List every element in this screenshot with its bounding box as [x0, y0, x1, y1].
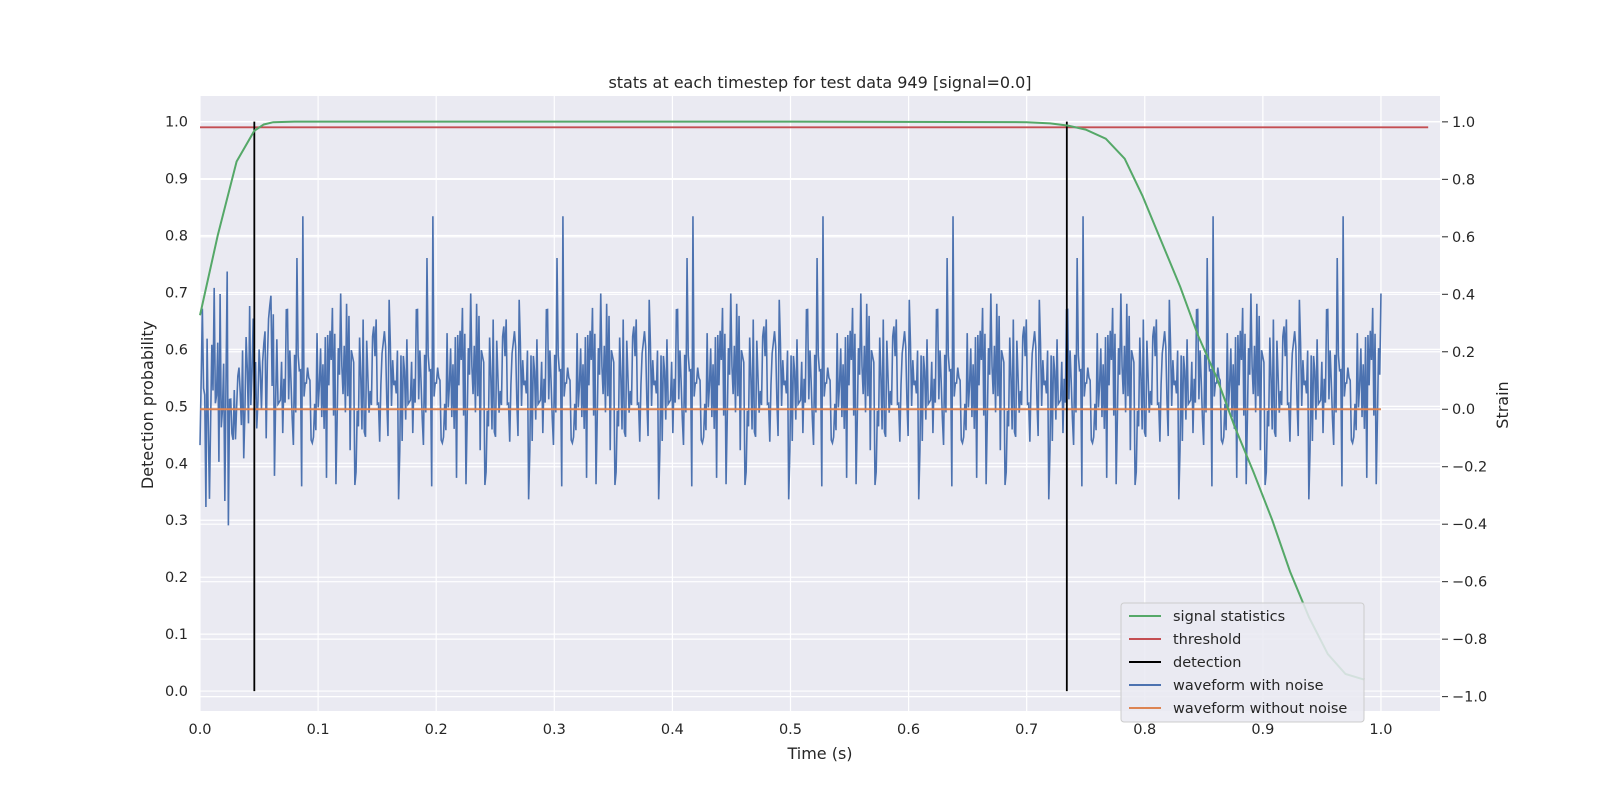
- y-left-tick-label: 0.7: [165, 285, 188, 301]
- x-tick-label: 0.5: [779, 722, 802, 738]
- x-tick-label: 0.4: [661, 722, 684, 738]
- y-left-tick-label: 1.0: [165, 115, 188, 131]
- y-right-tick-label: −0.6: [1452, 575, 1487, 591]
- y-right-tick-label: 0.4: [1452, 287, 1475, 303]
- y-right-tick-label: 0.8: [1452, 172, 1475, 188]
- y-right-tick-label: 0.0: [1452, 402, 1475, 418]
- y-left-tick-label: 0.5: [165, 399, 188, 415]
- y-right-tick-label: 0.2: [1452, 345, 1475, 361]
- legend: signal statistics threshold detection wa…: [1120, 602, 1365, 723]
- series-layer: [199, 120, 1429, 692]
- x-tick-label: 0.1: [307, 722, 330, 738]
- x-tick-label: 0.7: [1015, 722, 1038, 738]
- y-left-tick-label: 0.1: [165, 627, 188, 643]
- x-axis-label: Time (s): [786, 744, 852, 763]
- x-tick-label: 0.0: [188, 722, 211, 738]
- y-right-tick-label: −0.4: [1452, 517, 1487, 533]
- x-tick-label: 0.9: [1251, 722, 1274, 738]
- legend-label-signal-statistics: signal statistics: [1173, 609, 1285, 625]
- series-waveform-with-noise: [199, 216, 1382, 526]
- x-tick-label: 0.6: [897, 722, 920, 738]
- chart-title: stats at each timestep for test data 949…: [608, 73, 1031, 92]
- x-tick-label: 0.8: [1133, 722, 1156, 738]
- y-axis-left: 0.0 0.1 0.2 0.3 0.4 0.5 0.6 0.7 0.8 0.9 1.0: [165, 115, 188, 700]
- y-axis-right-label: Strain: [1493, 381, 1512, 428]
- legend-label-waveform-without-noise: waveform without noise: [1173, 701, 1347, 717]
- legend-label-detection: detection: [1173, 655, 1241, 671]
- legend-label-threshold: threshold: [1173, 632, 1241, 648]
- y-axis-right: −1.0 −0.8 −0.6 −0.4 −0.2 0.0 0.2 0.4 0.6 0.8 1.0: [1442, 115, 1487, 706]
- x-axis: 0.0 0.1 0.2 0.3 0.4 0.5 0.6 0.7 0.8 0.9 1.0: [188, 722, 1392, 738]
- series-signal-statistics: [199, 120, 1365, 681]
- y-axis-left-label: Detection probability: [138, 321, 157, 489]
- y-left-tick-label: 0.4: [165, 456, 188, 472]
- y-left-tick-label: 0.3: [165, 513, 188, 529]
- x-tick-label: 1.0: [1369, 722, 1392, 738]
- y-right-tick-label: 1.0: [1452, 115, 1475, 131]
- y-right-tick-label: −1.0: [1452, 690, 1487, 706]
- x-tick-label: 0.2: [425, 722, 448, 738]
- y-right-tick-label: −0.8: [1452, 632, 1487, 648]
- y-left-tick-label: 0.0: [165, 684, 188, 700]
- y-left-tick-label: 0.2: [165, 570, 188, 586]
- y-left-tick-label: 0.6: [165, 342, 188, 358]
- x-tick-label: 0.3: [543, 722, 566, 738]
- y-left-tick-label: 0.8: [165, 229, 188, 245]
- y-right-tick-label: 0.6: [1452, 230, 1475, 246]
- legend-box: [1120, 602, 1365, 723]
- legend-label-waveform-with-noise: waveform with noise: [1173, 678, 1324, 694]
- y-right-tick-label: −0.2: [1452, 460, 1487, 476]
- y-left-tick-label: 0.9: [165, 172, 188, 188]
